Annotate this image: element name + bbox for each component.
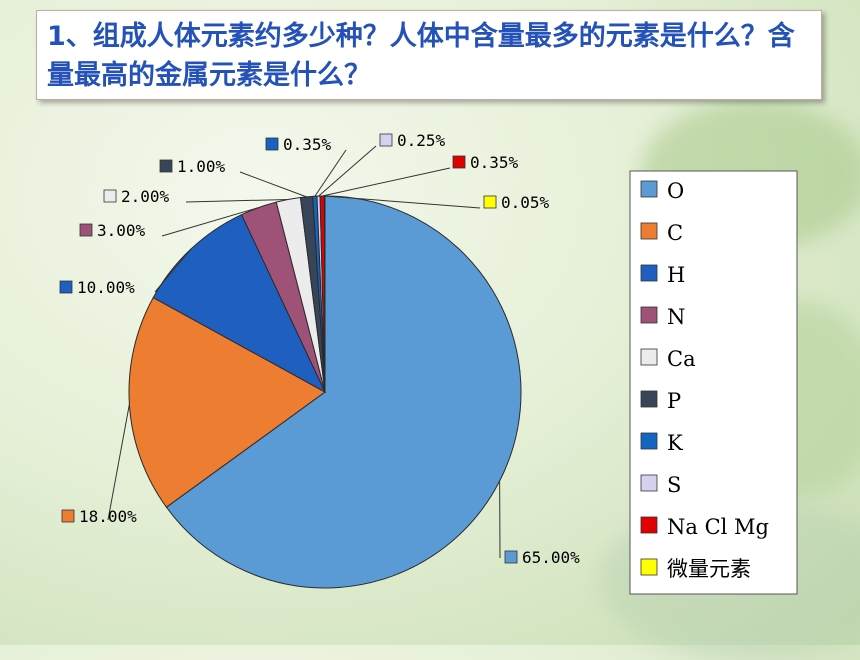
data-label-swatch-9 (484, 196, 496, 208)
legend-label-1: C (667, 221, 683, 245)
legend-swatch-2 (641, 265, 657, 281)
data-label-swatch-6 (266, 138, 278, 150)
legend-swatch-6 (641, 433, 657, 449)
legend-label-8: Na Cl Mg (667, 515, 769, 539)
legend-swatch-8 (641, 517, 657, 533)
leader-line-4 (186, 199, 288, 202)
data-label-4: 2.00% (121, 187, 170, 206)
data-label-swatch-0 (505, 551, 517, 563)
data-label-2: 10.00% (77, 278, 135, 297)
legend-label-0: O (667, 179, 684, 203)
legend-swatch-0 (641, 181, 657, 197)
data-label-swatch-5 (160, 160, 172, 172)
data-label-1: 18.00% (79, 507, 137, 526)
pie-chart: 65.00% 18.00% 10.00% 3.00% 2.00% 1.00% 0.35% 0.… (0, 0, 860, 645)
legend-label-6: K (667, 431, 683, 455)
data-label-swatch-2 (60, 281, 72, 293)
pie-slice-9 (324, 196, 325, 392)
legend-swatch-7 (641, 475, 657, 491)
legend-swatch-3 (641, 307, 657, 323)
data-label-swatch-8 (453, 156, 465, 168)
leader-line-8 (322, 168, 450, 196)
data-label-0: 65.00% (522, 548, 580, 567)
data-label-swatch-7 (380, 134, 392, 146)
legend-label-3: N (667, 305, 685, 329)
leader-line-6 (315, 150, 346, 196)
data-label-7: 0.25% (397, 131, 446, 150)
legend-label-5: P (667, 389, 681, 413)
leader-line-1 (108, 404, 129, 520)
data-label-3: 3.00% (97, 221, 146, 240)
legend-swatch-4 (641, 349, 657, 365)
legend-label-7: S (667, 473, 681, 497)
data-label-swatch-3 (80, 224, 92, 236)
data-label-5: 1.00% (177, 157, 226, 176)
legend-swatch-9 (641, 559, 657, 575)
data-label-8: 0.35% (470, 153, 519, 172)
data-label-6: 0.35% (283, 135, 332, 154)
data-label-swatch-1 (62, 510, 74, 522)
data-label-9: 0.05% (501, 193, 550, 212)
pie-slices (129, 196, 521, 588)
legend-swatch-1 (641, 223, 657, 239)
legend-swatch-5 (641, 391, 657, 407)
legend-label-2: H (667, 263, 685, 287)
leader-line-5 (240, 172, 307, 197)
legend-label-4: Ca (667, 347, 696, 371)
legend-label-9: 微量元素 (667, 557, 751, 581)
data-label-swatch-4 (104, 190, 116, 202)
